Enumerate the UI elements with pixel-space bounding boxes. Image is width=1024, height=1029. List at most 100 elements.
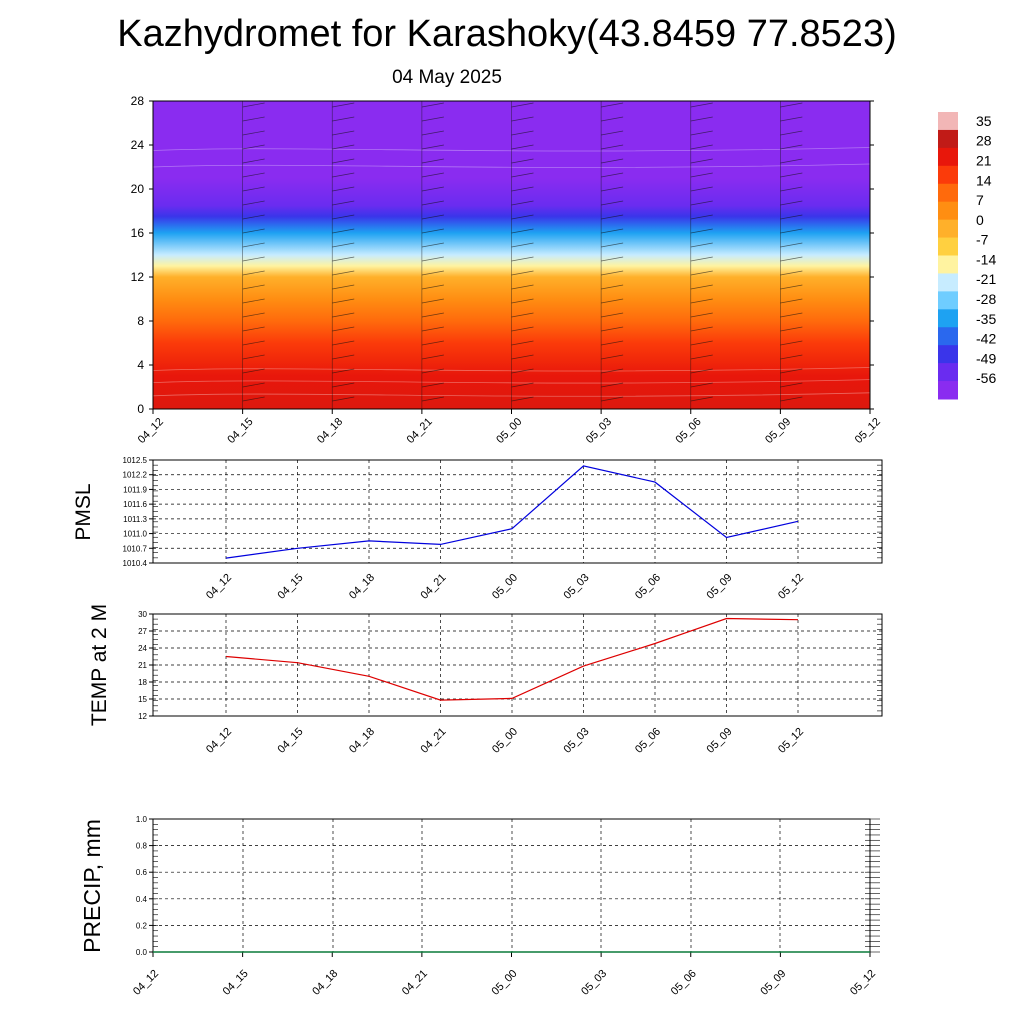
wind-barb <box>690 256 713 262</box>
y-tick-label: 1.0 <box>136 815 148 824</box>
wind-barb <box>690 284 713 290</box>
y-tick-label: 1012.2 <box>123 471 148 480</box>
wind-barb <box>690 130 713 136</box>
y-tick-label: 0.2 <box>136 921 148 930</box>
wind-barb <box>421 214 444 220</box>
wind-barb <box>690 368 713 374</box>
wind-barb <box>332 312 355 318</box>
x-tick-label: 04_12 <box>204 572 234 602</box>
y-tick-label: 1011.0 <box>123 530 147 539</box>
wind-barb <box>780 130 803 136</box>
wind-barb <box>690 144 713 150</box>
wind-barb <box>690 102 713 108</box>
wind-barb <box>242 186 265 192</box>
x-tick-label: 04_15 <box>276 726 306 756</box>
wind-barb <box>242 284 265 290</box>
colorbar-label: 7 <box>976 192 984 208</box>
wind-barb <box>780 312 803 318</box>
wind-barb <box>421 256 444 262</box>
wind-barb <box>780 242 803 248</box>
colorbar-swatch <box>938 273 958 292</box>
wind-barb <box>332 340 355 346</box>
wind-barb <box>332 354 355 360</box>
y-tick-label: 8 <box>137 314 144 328</box>
panel-frame <box>152 818 871 953</box>
wind-barb <box>511 144 534 150</box>
wind-barb <box>332 102 355 108</box>
wind-barb <box>511 396 534 402</box>
wind-barb <box>780 116 803 122</box>
colorbar-label: -7 <box>976 232 989 248</box>
colorbar-swatch <box>938 129 958 149</box>
y-tick-label: 0.6 <box>136 868 148 877</box>
colorbar-swatch <box>938 165 958 185</box>
wind-barb <box>601 242 624 248</box>
wind-barb <box>421 298 444 304</box>
wind-barb <box>511 354 534 360</box>
wind-barb <box>601 340 624 346</box>
colorbar-label: -35 <box>976 311 996 327</box>
wind-barb <box>511 382 534 388</box>
wind-barb <box>780 396 803 402</box>
wind-barb <box>421 368 444 374</box>
wind-barb <box>332 242 355 248</box>
wind-barb <box>601 354 624 360</box>
y-tick-label: 0.4 <box>136 895 148 904</box>
x-tick-label: 04_21 <box>419 572 449 602</box>
colorbar-swatch <box>938 183 958 203</box>
wind-barb <box>421 242 444 248</box>
wind-barb <box>242 354 265 360</box>
y-tick-label: 24 <box>131 138 145 152</box>
colorbar-label: -56 <box>976 370 996 386</box>
wind-barb <box>332 172 355 178</box>
wind-barb <box>511 116 534 122</box>
colorbar-label: -14 <box>976 251 996 267</box>
x-tick-label: 05_12 <box>848 968 878 998</box>
colorbar-swatch <box>938 381 958 400</box>
x-tick-label: 04_21 <box>405 416 435 446</box>
wind-barb <box>511 312 534 318</box>
y-tick-label: 0.0 <box>136 948 148 957</box>
wind-barb <box>421 228 444 234</box>
x-tick-label: 05_06 <box>669 968 699 998</box>
wind-barb <box>242 270 265 276</box>
x-tick-label: 04_15 <box>221 968 251 998</box>
x-tick-label: 04_12 <box>204 726 234 756</box>
wind-barb <box>242 172 265 178</box>
x-tick-label: 04_12 <box>131 968 161 998</box>
wind-barb <box>421 186 444 192</box>
y-tick-label: 1010.7 <box>123 544 148 553</box>
wind-barb <box>242 242 265 248</box>
colorbar-swatch <box>938 345 958 364</box>
x-tick-label: 05_03 <box>562 572 592 602</box>
y-tick-label: 24 <box>138 644 147 653</box>
wind-barb <box>332 256 355 262</box>
x-tick-label: 05_03 <box>584 416 614 446</box>
wind-barb <box>511 228 534 234</box>
wind-barb <box>601 144 624 150</box>
wind-barb <box>511 298 534 304</box>
wind-barb <box>332 158 355 164</box>
wind-barb <box>242 340 265 346</box>
x-tick-label: 05_12 <box>776 726 806 756</box>
wind-barb <box>511 256 534 262</box>
wind-barb <box>242 116 265 122</box>
wind-barb <box>601 298 624 304</box>
y-tick-label: 15 <box>138 695 147 704</box>
wind-barb <box>511 270 534 276</box>
colorbar-swatch <box>938 201 958 221</box>
x-tick-label: 05_03 <box>562 726 592 756</box>
wind-barb <box>242 298 265 304</box>
wind-barb <box>780 102 803 108</box>
y-tick-label: 4 <box>137 358 144 372</box>
wind-barb-column <box>331 101 355 409</box>
x-tick-label: 04_15 <box>276 572 306 602</box>
wind-barb <box>332 382 355 388</box>
wind-barb <box>601 102 624 108</box>
wind-barb <box>421 116 444 122</box>
y-tick-label: 18 <box>138 678 147 687</box>
x-tick-label: 05_09 <box>705 726 735 756</box>
wind-barb <box>690 242 713 248</box>
x-tick-label: 05_00 <box>490 572 520 602</box>
wind-barb-column <box>511 101 534 409</box>
